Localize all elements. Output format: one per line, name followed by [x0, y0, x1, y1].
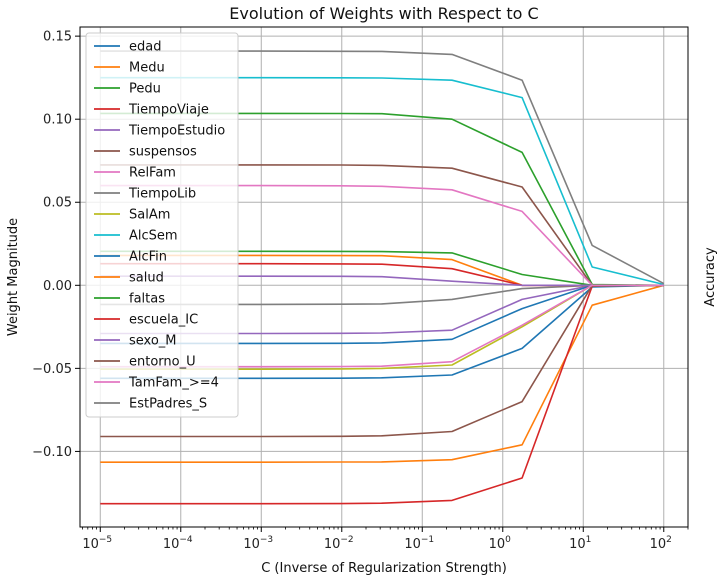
x-tick-label: 100 — [489, 535, 512, 552]
legend-label: AlcFin — [129, 250, 167, 265]
legend-label: EstPadres_S — [129, 397, 207, 412]
x-tick-label: 10−2 — [324, 535, 354, 552]
legend-label: TamFam_>=4 — [128, 376, 219, 391]
right-axis-label: Accuracy — [703, 247, 718, 307]
legend-label: RelFam — [129, 166, 176, 181]
x-tick-label: 10−3 — [243, 535, 273, 552]
y-axis-ticks: −0.10 −0.05 0.00 0.05 0.10 0.15 — [32, 30, 80, 460]
legend-label: AlcSem — [129, 229, 178, 244]
x-tick-label: 102 — [650, 535, 672, 552]
legend: edad Medu Pedu TiempoViaje TiempoEstudio susp… — [85, 32, 239, 418]
legend-label: TiempoLib — [128, 187, 196, 202]
legend-label: suspensos — [129, 145, 197, 160]
x-tick-label: 101 — [569, 535, 591, 552]
y-tick-label: −0.10 — [32, 445, 72, 460]
y-tick-label: 0.00 — [43, 279, 72, 294]
y-tick-label: 0.05 — [43, 196, 72, 211]
legend-label: TiempoEstudio — [128, 124, 225, 139]
plot-frame — [79, 26, 689, 528]
y-axis-label: Weight Magnitude — [6, 218, 21, 336]
legend-label: entorno_U — [129, 355, 196, 370]
legend-label: Pedu — [129, 82, 161, 97]
series-line-entorno_U — [100, 284, 664, 438]
legend-label: faltas — [129, 292, 165, 307]
series-line-TiempoViaje — [100, 284, 664, 505]
x-tick-label: 10−4 — [163, 535, 193, 552]
x-axis-label: C (Inverse of Regularization Strength) — [261, 561, 507, 576]
x-tick-label: 10−1 — [404, 535, 434, 552]
legend-label: SalAm — [129, 208, 170, 223]
legend-box — [85, 32, 239, 418]
x-axis-ticks: 10−5 10−4 10−3 10−2 10−1 100 101 102 — [82, 527, 689, 552]
legend-label: sexo_M — [129, 334, 177, 349]
chart-title: Evolution of Weights with Respect to C — [229, 4, 538, 23]
legend-label: Medu — [129, 61, 165, 76]
legend-label: edad — [129, 40, 161, 55]
legend-label: TiempoViaje — [128, 103, 209, 118]
legend-label: escuela_IC — [129, 313, 198, 328]
y-tick-label: 0.15 — [43, 30, 72, 45]
legend-label: salud — [129, 271, 164, 286]
y-tick-label: −0.05 — [32, 362, 72, 377]
y-tick-label: 0.10 — [43, 113, 72, 128]
x-tick-label: 10−5 — [82, 535, 112, 552]
